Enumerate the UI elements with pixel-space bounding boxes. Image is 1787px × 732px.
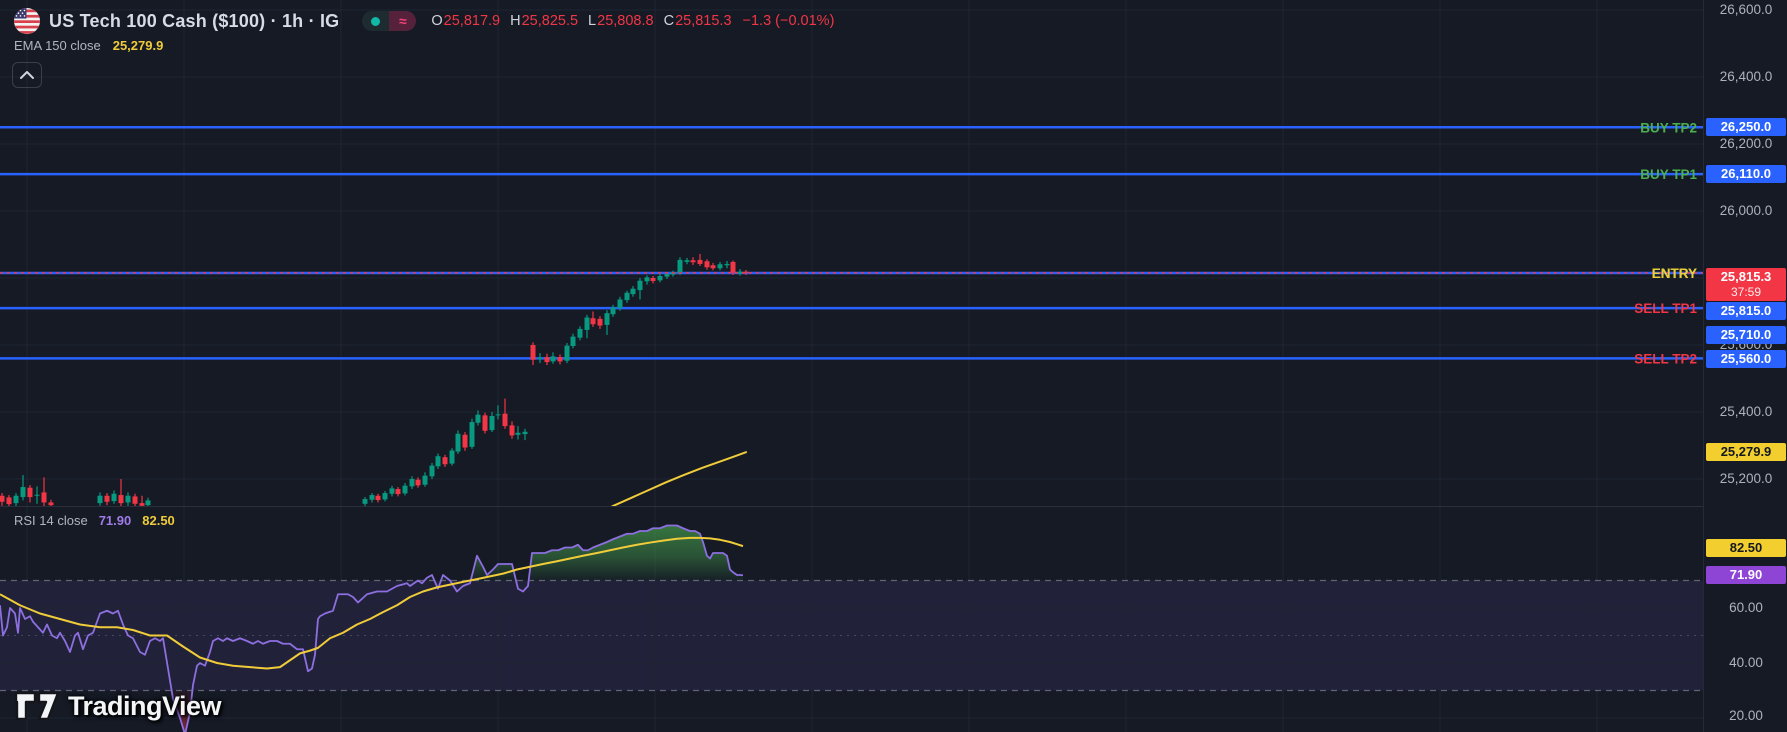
ohlc-readout: O 25,817.9 H 25,825.5 L 25,808.8 C 25,815.3 … [431, 13, 834, 29]
rsi-indicator-legend[interactable]: RSI 14 close 71.90 82.50 [14, 513, 175, 528]
price-scale-label: 20.00 [1729, 708, 1763, 723]
rsi-chart-canvas[interactable] [0, 507, 1703, 732]
chevron-up-icon [19, 70, 35, 80]
open-label: O [431, 13, 443, 29]
close-label: C [663, 13, 675, 29]
rsi-ma-value: 82.50 [142, 513, 175, 528]
rsi-line [0, 524, 744, 732]
price-scale-label: 26,600.0 [1719, 2, 1773, 17]
low-label: L [588, 13, 597, 29]
price-scale-axis[interactable]: 26,600.026,400.026,200.026,000.025,800.0… [1703, 0, 1787, 732]
ema-line [611, 451, 747, 506]
price-scale-label: 25,400.0 [1719, 404, 1773, 419]
level-label: SELL TP1 [1634, 301, 1697, 316]
ema-value: 25,279.9 [112, 38, 164, 53]
price-pane[interactable]: BUY TP2 BUY TP1 ENTRY SELL TP1 SELL TP2 ENTRY [0, 0, 1703, 506]
price-badge: 25,815.3 37:59 [1706, 267, 1786, 301]
price-badge: 71.90 [1706, 566, 1786, 584]
price-badge: 26,250.0 [1706, 118, 1786, 136]
price-scale-label: 26,000.0 [1719, 203, 1773, 218]
close-value: 25,815.3 [675, 13, 732, 29]
level-label: BUY TP2 [1640, 120, 1697, 135]
rsi-value: 71.90 [98, 513, 132, 528]
rsi-overbought-fill [470, 555, 516, 581]
candles-group [0, 253, 749, 506]
rsi-pane[interactable] [0, 507, 1703, 732]
entry-label: ENTRY [1652, 266, 1697, 281]
level-label: SELL TP2 [1634, 351, 1697, 366]
symbol-title[interactable]: US Tech 100 Cash ($100) · 1h · IG [49, 10, 340, 31]
change-value: −1.3 (−0.01%) [742, 13, 835, 29]
market-status-icon [362, 11, 390, 31]
us-flag-icon [14, 8, 40, 34]
price-scale-label: 40.00 [1729, 655, 1763, 670]
price-scale-label: 26,200.0 [1719, 136, 1773, 151]
level-label: BUY TP1 [1640, 167, 1697, 182]
tradingview-wordmark: TradingView [68, 690, 222, 721]
ema-label: EMA 150 close [14, 38, 101, 53]
ema-indicator-legend[interactable]: EMA 150 close 25,279.9 [14, 38, 163, 53]
data-status-pill[interactable]: ≈ [362, 11, 417, 31]
high-label: H [510, 13, 521, 29]
tradingview-logo[interactable]: TradingView [14, 690, 222, 722]
pane-separator[interactable] [0, 506, 1787, 507]
price-badge: 25,815.0 [1706, 302, 1786, 320]
price-scale-label: 26,400.0 [1719, 69, 1773, 84]
rsi-band [0, 580, 1703, 691]
tradingview-mark-icon [14, 690, 60, 722]
price-badge: 82.50 [1706, 539, 1786, 557]
rsi-label: RSI 14 close [14, 513, 88, 528]
price-badge: 26,110.0 [1706, 165, 1786, 183]
price-scale-label: 60.00 [1729, 600, 1763, 615]
price-scale-label: 25,200.0 [1719, 471, 1773, 486]
rsi-ma-line [0, 536, 744, 670]
delayed-data-icon: ≈ [389, 11, 417, 31]
rsi-overbought-fill [528, 525, 743, 581]
price-badge: 25,279.9 [1706, 443, 1786, 461]
price-badge: 25,710.0 [1706, 326, 1786, 344]
open-value: 25,817.9 [443, 13, 501, 29]
price-badge: 25,560.0 [1706, 350, 1786, 368]
low-value: 25,808.8 [597, 13, 654, 29]
collapse-pane-button[interactable] [12, 62, 42, 88]
high-value: 25,825.5 [521, 13, 579, 29]
